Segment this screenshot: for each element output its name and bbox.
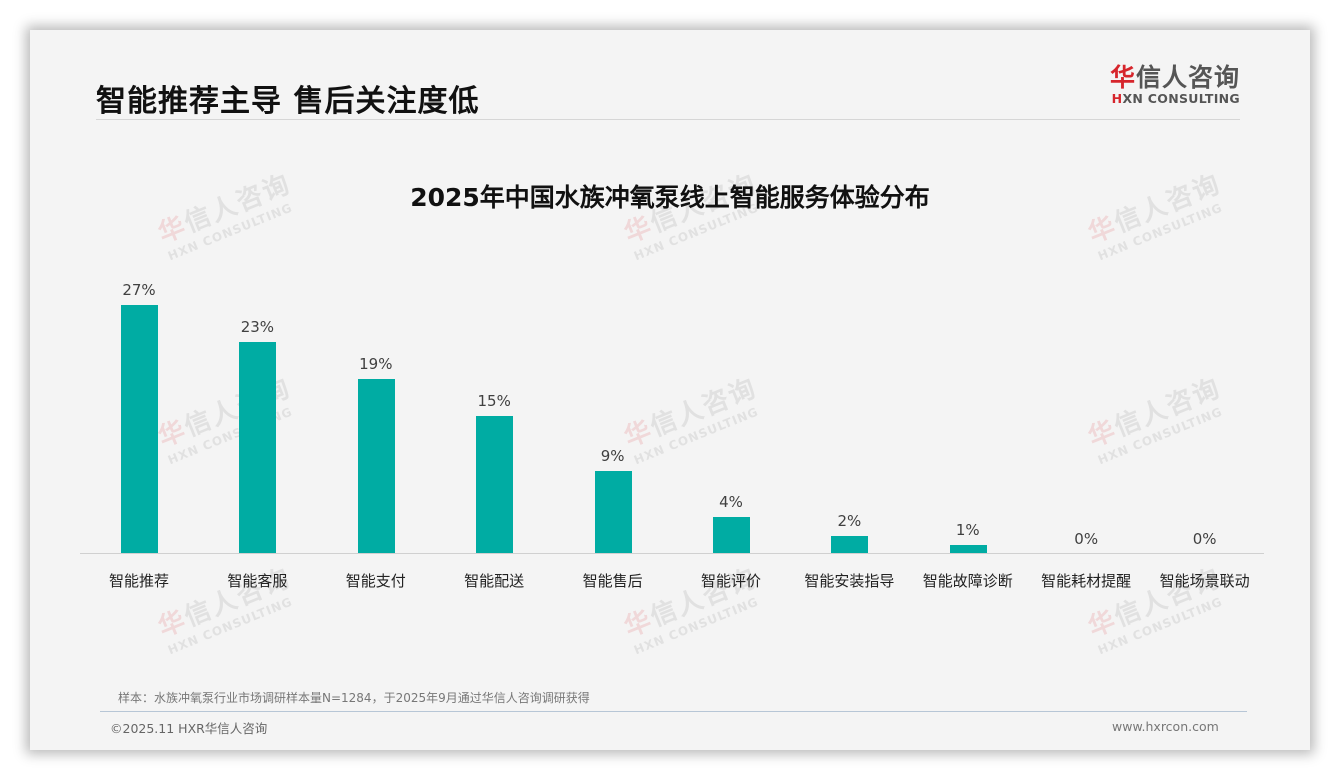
category-label: 智能评价	[700, 572, 761, 590]
x-axis-baseline	[80, 553, 1264, 554]
category-label: 智能安装指导	[804, 572, 895, 590]
slide-title: 智能推荐主导 售后关注度低	[96, 84, 480, 119]
chart-title: 2025年中国水族冲氧泵线上智能服务体验分布	[410, 183, 930, 212]
bar	[239, 342, 277, 554]
data-label: 4%	[719, 493, 743, 511]
website-link[interactable]: www.hxrcon.com	[1112, 719, 1219, 734]
logo-cn: 华信人咨询	[1110, 64, 1240, 92]
data-label: 0%	[1192, 530, 1217, 548]
data-label: 19%	[359, 355, 393, 373]
bar-group: 19%	[317, 270, 435, 554]
bar	[121, 305, 158, 554]
data-label: 27%	[122, 281, 156, 299]
bar-chart-plot: 27% 23% 19% 15% 9% 4% 2% 1% 0% 0%	[80, 270, 1264, 554]
bar-group: 15%	[435, 270, 553, 554]
slide-card: 智能推荐主导 售后关注度低 华信人咨询 HXN CONSULTING 华信人咨询…	[30, 30, 1310, 750]
bar	[831, 536, 869, 554]
bar	[357, 379, 395, 554]
bar-group: 1%	[909, 270, 1027, 554]
data-label: 9%	[600, 447, 625, 465]
bar-group: 27%	[80, 270, 198, 554]
copyright: ©2025.11 HXR华信人咨询	[110, 721, 268, 736]
bar	[949, 545, 987, 554]
data-label: 0%	[1074, 530, 1099, 548]
footer-divider	[100, 711, 1247, 712]
bar-group: 23%	[198, 270, 316, 554]
data-label: 15%	[477, 392, 511, 410]
category-label: 智能故障诊断	[922, 572, 1013, 590]
bar-group: 9%	[554, 270, 672, 554]
bar	[713, 517, 750, 554]
title-divider	[96, 119, 1240, 120]
bar-group: 0%	[1146, 270, 1264, 554]
bar	[594, 471, 632, 554]
category-label: 智能推荐	[108, 572, 169, 590]
bar-group: 4%	[672, 270, 790, 554]
data-label: 1%	[955, 521, 980, 539]
logo-cn-text: 信人咨询	[1136, 63, 1241, 92]
category-label: 智能配送	[464, 572, 525, 590]
logo-cn-accent: 华	[1110, 63, 1137, 92]
sample-note: 样本：水族冲氧泵行业市场调研样本量N=1284，于2025年9月通过华信人咨询调…	[118, 691, 590, 705]
brand-logo: 华信人咨询 HXN CONSULTING	[1110, 64, 1240, 106]
bar	[476, 416, 514, 554]
data-label: 23%	[240, 318, 275, 336]
category-label: 智能售后	[582, 572, 643, 590]
bar-group: 0%	[1027, 270, 1145, 554]
category-label: 智能客服	[227, 572, 288, 590]
data-label: 2%	[837, 512, 862, 530]
category-label: 智能耗材提醒	[1041, 572, 1132, 590]
category-label: 智能支付	[345, 572, 406, 590]
bar-group: 2%	[790, 270, 908, 554]
logo-en: HXN CONSULTING	[1110, 92, 1240, 106]
logo-en-accent: H	[1111, 91, 1123, 106]
category-label: 智能场景联动	[1159, 572, 1250, 590]
logo-en-text: XN CONSULTING	[1122, 91, 1240, 106]
